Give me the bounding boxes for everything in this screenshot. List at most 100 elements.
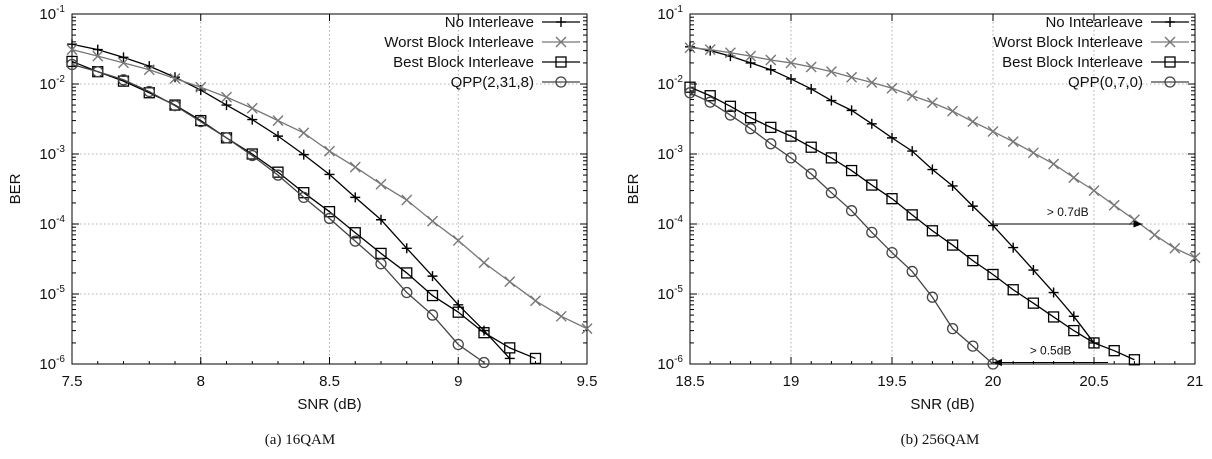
data-point-cross	[272, 115, 284, 127]
data-point-cross	[92, 50, 104, 62]
data-point-cross	[886, 82, 898, 94]
annotation-arrow-head	[1133, 220, 1143, 228]
data-point-circle	[92, 66, 104, 78]
data-point-cross	[1169, 242, 1181, 254]
data-point-cross	[452, 235, 464, 247]
data-point-cross	[427, 215, 438, 227]
data-point-circle	[744, 123, 757, 135]
data-point-cross	[1088, 185, 1100, 197]
data-point-plus	[556, 17, 566, 27]
data-point-square	[765, 121, 777, 134]
series-1	[67, 39, 515, 364]
data-point-square	[906, 209, 918, 221]
data-point-cross	[555, 36, 567, 48]
data-point-cross	[1048, 158, 1060, 170]
data-point-square	[886, 193, 898, 205]
data-point-cross	[785, 57, 797, 69]
data-point-cross	[926, 97, 938, 109]
data-point-square	[724, 100, 737, 112]
data-point-square	[926, 225, 939, 237]
data-point-cross	[246, 102, 258, 114]
data-point-cross	[349, 161, 361, 173]
legend-entry: No Intearleave	[1045, 14, 1143, 31]
y-tick-label: 10-3	[39, 144, 65, 163]
data-point-square	[1088, 337, 1100, 349]
data-point-circle	[375, 258, 387, 270]
data-point-cross	[1108, 199, 1120, 211]
data-point-circle	[825, 187, 838, 199]
data-point-cross	[1068, 172, 1080, 184]
data-point-square	[825, 152, 838, 164]
data-point-cross	[169, 72, 181, 84]
data-point-plus	[927, 164, 938, 175]
data-point-square	[805, 141, 817, 153]
data-point-cross	[478, 257, 490, 269]
data-point-square	[785, 130, 797, 142]
data-point-cross	[765, 54, 777, 66]
data-point-square	[684, 81, 696, 93]
data-point-cross	[846, 71, 858, 83]
legend-entry: QPP(2,31,8)	[451, 74, 534, 91]
series-4	[66, 58, 490, 369]
x-tick-label: 7.5	[62, 373, 83, 390]
annotation: > 0.5dB	[993, 344, 1109, 367]
data-point-circle	[323, 212, 336, 225]
annotation-label: > 0.5dB	[1030, 344, 1072, 358]
data-point-cross	[805, 61, 817, 73]
y-tick-label: 10-4	[39, 214, 65, 233]
data-point-circle	[143, 85, 155, 98]
y-tick-label: 10-5	[39, 284, 65, 303]
y-tick-label: 10-2	[657, 74, 683, 93]
data-point-circle	[272, 169, 284, 181]
data-point-square	[1027, 297, 1040, 309]
data-point-square	[401, 267, 413, 279]
legend: No Interleave Worst Block Interleave Best …	[384, 14, 580, 91]
data-point-plus	[67, 39, 77, 50]
data-point-plus	[247, 114, 258, 125]
data-point-cross	[1027, 147, 1039, 159]
data-point-circle	[298, 191, 310, 204]
data-point-square	[1047, 311, 1060, 323]
annotation-arrow-head	[993, 359, 1002, 367]
x-tick-label: 18.5	[675, 373, 704, 390]
legend-entry: QPP(0,7,0)	[1068, 74, 1143, 91]
data-point-plus	[947, 180, 958, 191]
data-point-cross	[906, 90, 918, 102]
data-point-square	[946, 239, 959, 251]
data-point-plus	[887, 132, 897, 143]
data-point-square	[744, 112, 757, 124]
data-point-cross	[118, 57, 129, 69]
x-tick-label: 20	[985, 373, 1002, 390]
legend-entry: Best Block Interleave	[393, 54, 534, 71]
x-axis-label: SNR (dB)	[297, 396, 361, 413]
series-line	[689, 86, 1135, 361]
data-point-square	[845, 164, 858, 177]
data-point-plus	[92, 44, 103, 55]
data-point-plus	[967, 201, 978, 212]
data-point-plus	[866, 118, 877, 129]
data-point-cross	[866, 77, 878, 89]
subfigure-caption: (a) 16QAM	[265, 432, 335, 448]
data-point-plus	[376, 214, 386, 225]
series-1	[685, 41, 1099, 348]
data-point-plus	[324, 169, 335, 180]
series-line	[71, 43, 511, 359]
data-point-square	[452, 306, 464, 318]
data-point-plus	[1048, 287, 1059, 298]
data-point-plus	[118, 52, 129, 63]
series-2	[684, 42, 1201, 264]
data-point-circle	[886, 246, 898, 259]
data-point-circle	[765, 138, 777, 150]
data-point-circle	[169, 100, 181, 112]
legend: No Intearleave Worst Block Interleave Best…	[993, 14, 1189, 91]
data-point-cross	[143, 64, 155, 76]
data-point-square	[1068, 324, 1080, 337]
data-point-square	[426, 289, 439, 302]
data-point-square	[987, 268, 999, 281]
data-point-circle	[478, 356, 490, 369]
data-point-circle	[349, 235, 361, 247]
chart-1: 7.5 8 8.5 9 9.5 10-6 10-5 10-4 10-3 10-2 10-1 SNR (…	[7, 4, 597, 448]
x-tick-label: 19.5	[877, 373, 906, 390]
data-point-plus	[1165, 17, 1175, 27]
data-point-circle	[117, 74, 130, 86]
